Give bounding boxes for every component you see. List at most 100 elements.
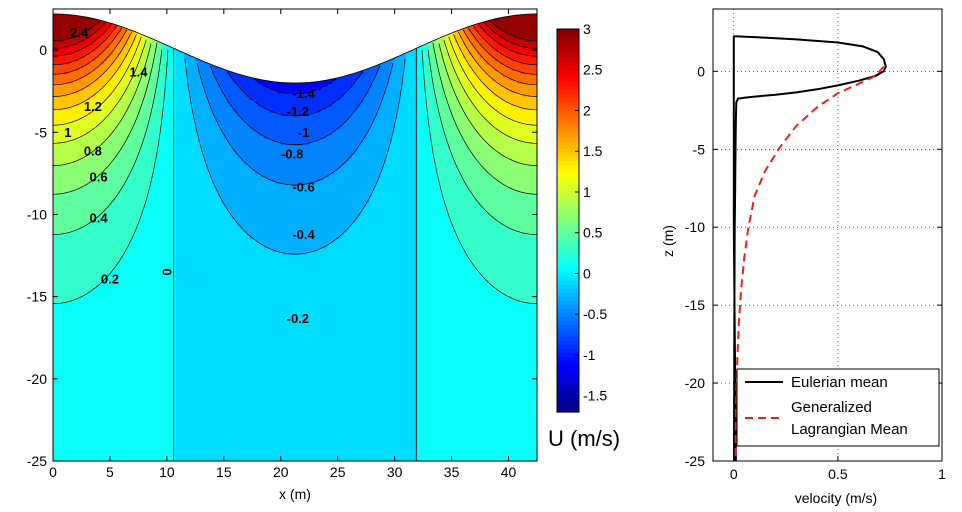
contour-cell — [70, 125, 74, 130]
contour-cell — [118, 289, 122, 294]
contour-cell — [95, 102, 100, 107]
contour-cell — [64, 244, 68, 249]
contour-cell — [55, 196, 60, 201]
contour-cell — [81, 251, 85, 255]
contour-cell — [72, 415, 77, 420]
contour-cell — [92, 238, 97, 243]
contour-cell — [53, 154, 57, 159]
contour-cell — [98, 76, 102, 81]
contour-cell — [87, 115, 91, 120]
contour-cell — [70, 415, 74, 420]
contour-cell — [107, 457, 111, 461]
contour-cell — [61, 222, 65, 226]
contour-cell — [53, 231, 57, 236]
contour-cell — [124, 115, 128, 120]
contour-cell — [78, 102, 83, 107]
contour-cell — [107, 419, 111, 423]
contour-cell — [92, 280, 97, 285]
contour-cell — [127, 247, 131, 252]
contour-cell — [121, 76, 125, 81]
contour-cell — [115, 370, 120, 375]
contour-cell — [112, 60, 117, 65]
contour-cell — [127, 393, 131, 398]
contour-cell — [107, 312, 111, 317]
contour-cell — [115, 280, 120, 285]
contour-cell — [67, 122, 71, 126]
contour-cell — [72, 444, 77, 449]
contour-cell — [81, 360, 85, 365]
contour-cell — [109, 25, 114, 29]
contour-cell — [95, 89, 100, 94]
contour-cell — [104, 335, 108, 339]
contour-cell — [115, 144, 120, 149]
contour-cell — [129, 235, 134, 239]
contour-cell — [67, 273, 71, 278]
contour-cell — [81, 431, 85, 436]
contour-cell — [61, 422, 65, 427]
contour-cell — [112, 180, 117, 184]
contour-cell — [72, 15, 77, 20]
contour-cell — [112, 92, 117, 97]
contour-cell — [61, 254, 65, 259]
contour-cell — [61, 331, 65, 336]
contour-cell — [70, 451, 74, 456]
contour-cell — [104, 73, 108, 78]
contour-cell — [112, 212, 117, 217]
contour-cell — [87, 205, 91, 210]
contour-cell — [109, 247, 114, 252]
contour-cell — [109, 231, 114, 236]
contour-cell — [92, 105, 97, 110]
contour-cell — [92, 454, 97, 459]
contour-cell — [101, 354, 105, 359]
contour-cell — [87, 54, 91, 59]
contour-cell — [70, 18, 74, 23]
contour-cell — [90, 280, 94, 285]
contour-cell — [95, 344, 100, 349]
contour-cell — [104, 31, 108, 36]
contour-cell — [118, 389, 122, 394]
contour-cell — [98, 20, 102, 23]
contour-cell — [87, 57, 91, 62]
contour-cell — [53, 457, 57, 461]
contour-cell — [87, 435, 91, 439]
contour-cell — [87, 183, 91, 188]
contour-cell — [70, 235, 74, 239]
contour-cell — [58, 73, 63, 78]
contour-cell — [101, 257, 105, 262]
contour-cell — [53, 238, 57, 243]
contour-cell — [87, 338, 91, 343]
contour-cell — [75, 118, 80, 123]
contour-cell — [61, 335, 65, 339]
contour-cell — [61, 102, 65, 107]
contour-cell — [124, 402, 128, 407]
contour-cell — [129, 254, 134, 259]
contour-cell — [67, 25, 71, 29]
contour-cell — [109, 105, 114, 110]
contour-cell — [90, 189, 94, 194]
contour-cell — [78, 251, 83, 255]
contour-cell — [90, 415, 94, 420]
contour-cell — [90, 419, 94, 423]
contour-cell — [55, 86, 60, 91]
contour-cell — [67, 38, 71, 42]
contour-cell — [109, 54, 114, 59]
contour-cell — [87, 357, 91, 362]
contour-cell — [61, 112, 65, 117]
contour-cell — [115, 235, 120, 239]
contour-cell — [53, 373, 57, 378]
contour-cell — [104, 86, 108, 91]
contour-cell — [84, 47, 88, 52]
contour-cell — [55, 205, 60, 210]
contour-cell — [67, 241, 71, 246]
contour-cell — [67, 309, 71, 314]
contour-cell — [118, 270, 122, 275]
contour-cell — [104, 344, 108, 349]
contour-cell — [72, 441, 77, 446]
contour-cell — [75, 180, 80, 184]
contour-cell — [67, 180, 71, 184]
contour-cell — [58, 109, 63, 113]
contour-cell — [118, 435, 122, 439]
contour-cell — [124, 141, 128, 146]
contour-cell — [55, 89, 60, 94]
contour-cell — [98, 457, 102, 461]
